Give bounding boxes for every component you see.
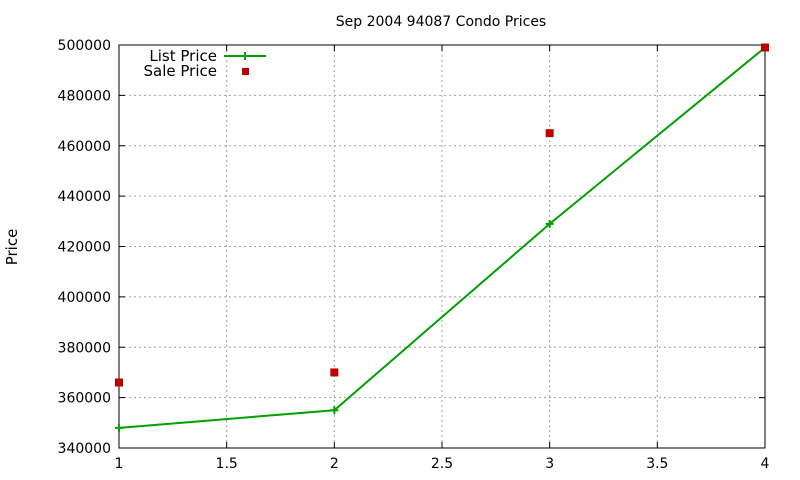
x-tick-label: 3.5 <box>646 456 668 472</box>
sale-price-point <box>545 129 554 138</box>
y-tick-label: 500000 <box>58 38 111 54</box>
legend-label-list-price: List Price <box>149 47 217 65</box>
y-tick-label: 340000 <box>58 441 111 457</box>
list-price-point <box>545 219 554 228</box>
list-price-line <box>118 46 766 429</box>
x-tick-label: 2 <box>330 456 339 472</box>
list-price-point <box>115 423 123 432</box>
x-tick-label: 4 <box>761 456 770 472</box>
legend: List Price Sale Price <box>144 47 266 80</box>
sale-price-point <box>115 378 123 387</box>
x-tick-label: 2.5 <box>431 456 453 472</box>
legend-marker-sale-price <box>242 68 249 75</box>
x-tick-label: 3 <box>545 456 554 472</box>
axis-ticks: 340000 360000 380000 400000 420000 440000 4600… <box>58 38 770 472</box>
legend-marker-list-price <box>241 52 249 60</box>
y-tick-label: 400000 <box>58 290 111 306</box>
y-tick-label: 360000 <box>58 391 111 407</box>
x-tick-label: 1.5 <box>216 456 238 472</box>
y-tick-label: 460000 <box>58 139 111 155</box>
plot-series <box>115 43 769 432</box>
grid <box>119 45 765 448</box>
y-tick-label: 420000 <box>58 240 111 256</box>
list-price-point <box>330 406 339 415</box>
y-tick-label: 480000 <box>58 88 111 104</box>
chart-title: Sep 2004 94087 Condo Prices <box>336 14 546 30</box>
legend-label-sale-price: Sale Price <box>144 62 217 80</box>
y-tick-label: 380000 <box>58 340 111 356</box>
sale-price-point <box>330 368 339 377</box>
x-tick-label: 1 <box>115 456 124 472</box>
sale-price-point <box>761 43 769 52</box>
y-axis-label: Price <box>3 229 21 266</box>
y-tick-label: 440000 <box>58 189 111 205</box>
